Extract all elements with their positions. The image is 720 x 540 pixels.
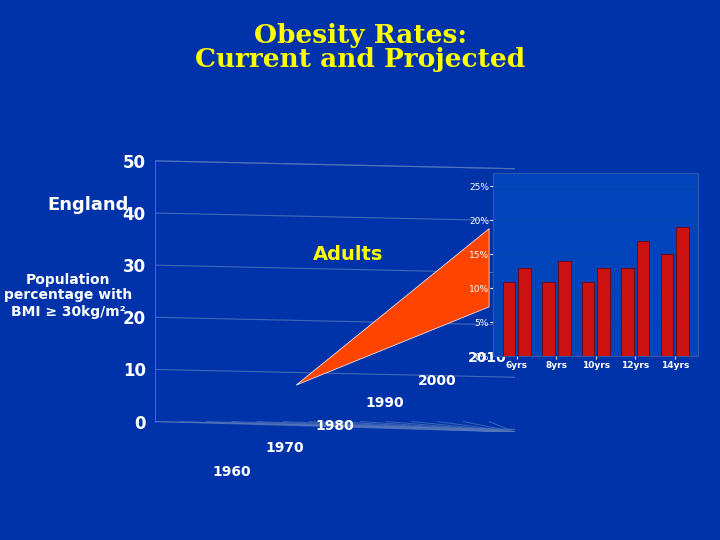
Text: 1980: 1980 [315, 419, 354, 433]
Bar [558, 261, 570, 356]
Bar [637, 241, 649, 356]
Bar [660, 254, 673, 356]
Text: percentage with: percentage with [4, 288, 132, 302]
Polygon shape [296, 228, 489, 385]
Text: Obesity Rates:: Obesity Rates: [253, 23, 467, 48]
Text: 2000: 2000 [418, 374, 456, 388]
Bar [598, 268, 610, 356]
Bar [518, 268, 531, 356]
Text: BMI ≥ 30kg/m²: BMI ≥ 30kg/m² [11, 305, 125, 319]
Bar [493, 356, 698, 360]
Bar [503, 281, 516, 356]
Text: 1960: 1960 [212, 465, 251, 479]
Text: 1970: 1970 [266, 441, 305, 455]
Text: Current and Projected: Current and Projected [195, 48, 525, 72]
Text: 1990: 1990 [366, 396, 405, 410]
Bar [582, 281, 594, 356]
Text: Population: Population [26, 273, 110, 287]
Bar [542, 281, 555, 356]
Bar [621, 268, 634, 356]
Bar [676, 227, 689, 356]
Text: England: England [48, 196, 129, 214]
Text: 2010: 2010 [467, 351, 506, 365]
Text: Children: Children [587, 174, 665, 192]
Text: Adults: Adults [312, 246, 383, 265]
